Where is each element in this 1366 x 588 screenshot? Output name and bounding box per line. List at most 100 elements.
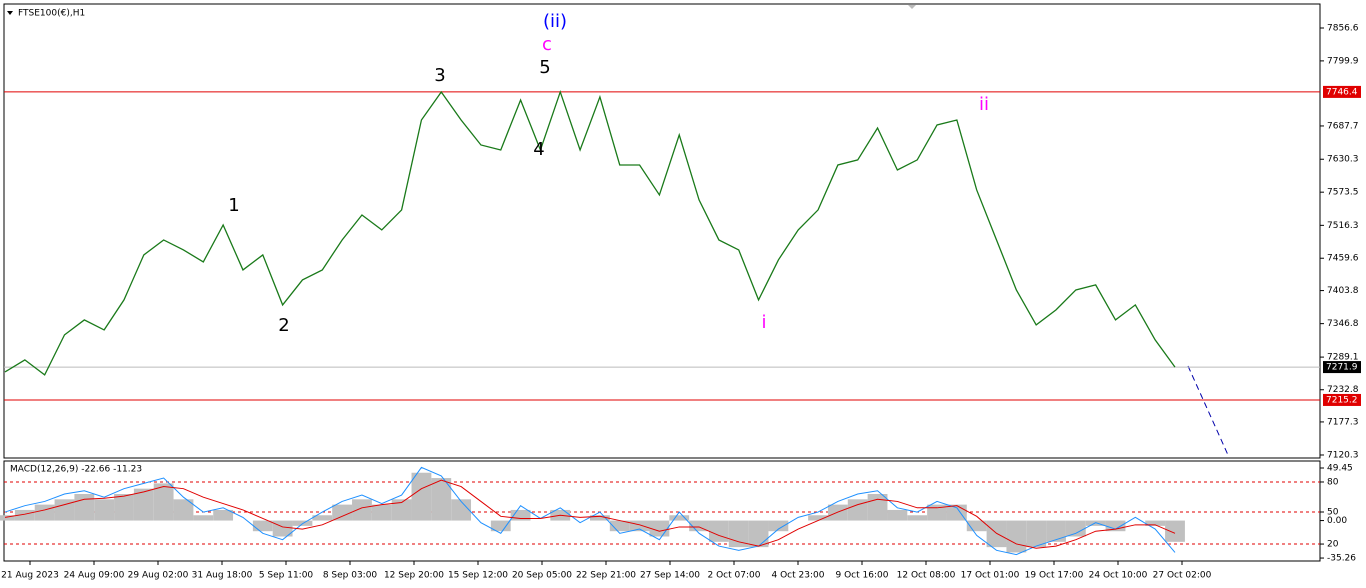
macd-bar: [1006, 520, 1027, 553]
x-tick-label: 12 Sep 20:00: [384, 571, 444, 581]
y-tick-label: 80: [1327, 477, 1339, 487]
macd-bar: [153, 483, 174, 521]
x-tick-label: 15 Sep 12:00: [448, 571, 508, 581]
y-tick-label: 7232.8: [1327, 385, 1359, 395]
x-tick-label: 27 Sep 14:00: [640, 571, 700, 581]
level-label: 7271.9: [1326, 363, 1358, 373]
macd-bar: [94, 499, 115, 521]
wave-label: i: [761, 312, 766, 333]
macd-bar: [1026, 520, 1047, 548]
macd-bar: [966, 520, 987, 532]
y-tick-label: 7459.6: [1327, 254, 1359, 264]
x-tick-label: 19 Oct 17:00: [1025, 571, 1084, 581]
macd-title: MACD(12,26,9) -22.66 -11.23: [10, 465, 142, 475]
macd-frame: [3, 460, 1321, 562]
macd-bar: [907, 515, 928, 521]
macd-bar: [411, 472, 432, 521]
macd-bar: [590, 515, 610, 521]
macd-bar: [609, 520, 630, 532]
macd-bar: [213, 509, 234, 521]
x-tick-label: 12 Oct 08:00: [897, 571, 956, 581]
forecast-line: [1187, 365, 1229, 456]
y-tick-label: 49.45: [1327, 464, 1353, 474]
y-tick-label: 7120.3: [1327, 450, 1359, 460]
wave-label: 2: [278, 315, 289, 336]
macd-bar: [1145, 520, 1166, 526]
main-title: FTSE100(€),H1: [18, 9, 85, 19]
wave-label: 5: [539, 57, 550, 78]
x-tick-label: 24 Oct 10:00: [1089, 571, 1148, 581]
macd-bar: [252, 520, 273, 532]
x-tick-label: 20 Sep 05:00: [512, 571, 572, 581]
macd-bar: [669, 515, 690, 521]
macd-bar: [0, 515, 15, 521]
macd-bar: [74, 493, 95, 521]
macd-bar: [927, 504, 947, 521]
macd-bar: [332, 504, 353, 521]
macd-bar: [768, 520, 789, 532]
macd-bar: [54, 499, 75, 521]
wave-label: (ii): [543, 11, 567, 32]
macd-bar: [114, 493, 134, 521]
macd-bar: [1165, 520, 1185, 542]
y-tick-label: 7403.8: [1327, 286, 1359, 296]
macd-bar: [352, 499, 372, 521]
macd-bar: [867, 493, 888, 521]
level-box: [1323, 85, 1361, 98]
x-tick-label: 17 Oct 01:00: [961, 571, 1020, 581]
macd-bar: [629, 520, 650, 532]
x-tick-label: 2 Oct 07:00: [708, 571, 761, 581]
macd-bar: [1105, 520, 1126, 532]
price-line: [4, 89, 1176, 376]
y-tick-label: 20: [1327, 540, 1339, 550]
y-tick-label: 7856.6: [1327, 24, 1359, 34]
macd-bar: [708, 520, 729, 542]
macd-bar: [808, 515, 828, 521]
level-label: 7215.2: [1326, 395, 1358, 405]
macd-bar: [133, 488, 154, 521]
y-tick-label: 7687.7: [1327, 121, 1359, 131]
macd-bar: [490, 520, 511, 532]
level-label: 7746.4: [1326, 87, 1358, 97]
main-frame: [3, 3, 1321, 459]
y-tick-label: 7799.9: [1327, 56, 1359, 66]
macd-bar: [689, 520, 709, 532]
x-tick-label: 31 Aug 18:00: [192, 571, 253, 581]
y-tick-label: 0.00: [1327, 516, 1347, 526]
y-tick-label: 7630.3: [1327, 155, 1359, 165]
macd-bar: [34, 504, 55, 521]
x-tick-label: 27 Oct 02:00: [1153, 571, 1212, 581]
level-box: [1323, 393, 1361, 406]
macd-bar: [1046, 520, 1066, 542]
wave-label: 3: [434, 65, 445, 86]
x-tick-label: 22 Sep 21:00: [576, 571, 636, 581]
y-tick-label: 7289.1: [1327, 353, 1359, 363]
level-box: [1323, 361, 1361, 374]
y-tick-label: 7516.3: [1327, 221, 1359, 231]
macd-bar: [371, 504, 392, 521]
y-tick-label: 7573.5: [1327, 188, 1359, 198]
macd-bar: [391, 499, 412, 521]
wave-label: ii: [979, 94, 989, 115]
x-tick-label: 8 Sep 03:00: [323, 571, 378, 581]
y-tick-label: -35.26: [1327, 554, 1356, 564]
macd-bar: [887, 509, 908, 521]
macd-bar: [173, 499, 194, 521]
x-tick-label: 24 Aug 09:00: [64, 571, 125, 581]
scroll-marker: [908, 5, 916, 9]
macd-bar: [193, 515, 214, 521]
x-tick-label: 29 Aug 02:00: [128, 571, 189, 581]
wave-label: 4: [533, 139, 544, 160]
macd-bar: [431, 478, 452, 521]
y-tick-label: 7177.3: [1327, 417, 1359, 427]
menu-arrow: [7, 11, 13, 15]
macd-bar: [451, 499, 472, 521]
wave-label: 1: [228, 195, 239, 216]
macd-bar: [748, 520, 769, 548]
x-tick-label: 4 Oct 23:00: [772, 571, 825, 581]
macd-line: [4, 466, 1176, 556]
macd-bar: [1065, 520, 1086, 537]
x-tick-label: 5 Sep 11:00: [259, 571, 314, 581]
x-tick-label: 9 Oct 16:00: [836, 571, 889, 581]
